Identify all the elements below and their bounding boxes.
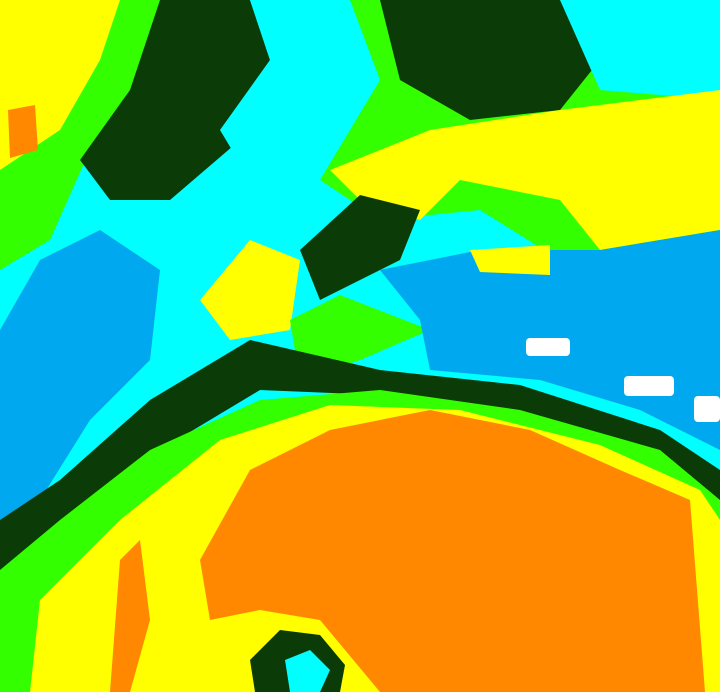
cloud-region-darkgreen-northeast [380, 0, 600, 120]
cloud-region-darkgreen-north [80, 0, 270, 200]
cloud-region-cyan-northeast [560, 0, 720, 100]
cloud-region-darkgreen-center [300, 195, 420, 300]
cloud-region-orange-northwest [8, 105, 38, 158]
hurricane-eye-cyan [285, 650, 330, 692]
cloud-region-white-3 [694, 396, 720, 422]
rainband-darkgreen [0, 340, 720, 570]
cloud-region-blue-west [0, 230, 160, 520]
hurricane-orange-spiral [110, 540, 150, 692]
cloud-region-white-1 [526, 338, 570, 356]
cloud-region-white-2 [624, 376, 674, 396]
cloud-region-yellow-band [470, 245, 550, 275]
hurricane-orange-core [200, 410, 705, 692]
cloud-region-yellow-center [200, 240, 300, 340]
cloud-region-cyan-north [220, 0, 380, 180]
cloud-region-yellow-northeast [330, 90, 720, 250]
